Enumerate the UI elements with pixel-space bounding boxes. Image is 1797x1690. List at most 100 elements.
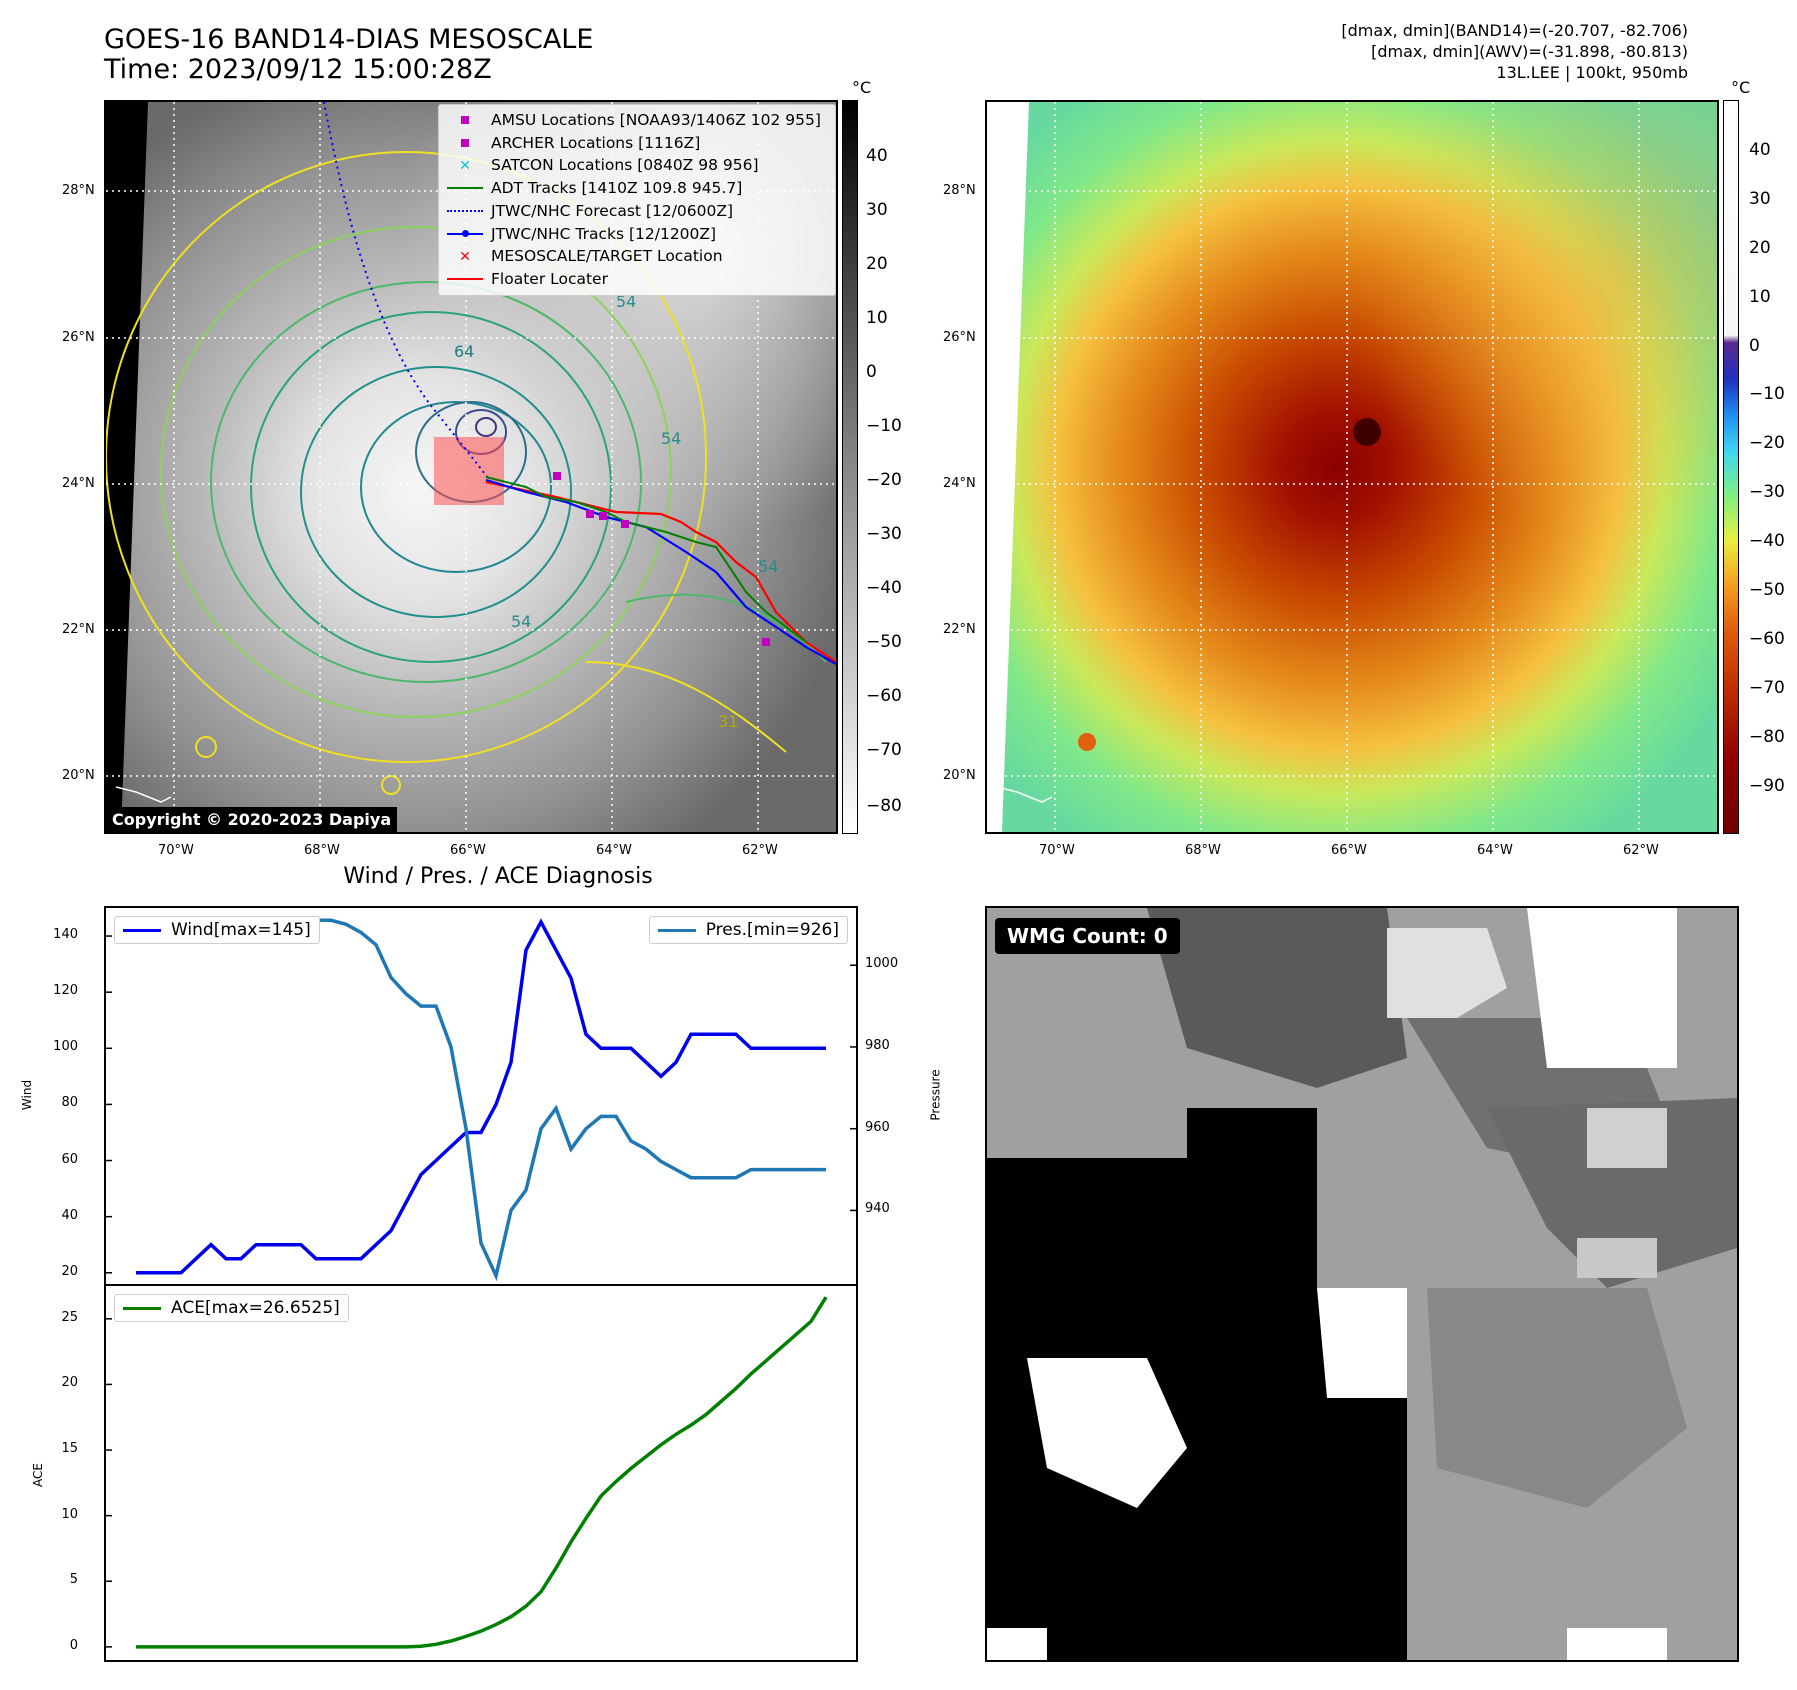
legend-amsu: AMSU Locations [NOAA93/1406Z 102 955] — [447, 109, 827, 132]
gray-tick: −40 — [866, 578, 902, 598]
adt-track — [485, 476, 807, 643]
ace-ytick: 0 — [69, 1637, 78, 1653]
lat-label: 28°N — [943, 183, 976, 198]
color-tick: −70 — [1749, 678, 1785, 698]
storm-info: 13L.LEE | 100kt, 950mb — [1496, 63, 1688, 82]
legend-nhc-tracks: JTWC/NHC Tracks [12/1200Z] — [447, 223, 827, 246]
legend-archer: ARCHER Locations [1116Z] — [447, 132, 827, 155]
band14-range: [dmax, dmin](BAND14)=(-20.707, -82.706) — [1341, 21, 1688, 40]
lon-label: 62°W — [1623, 843, 1659, 858]
pressure-axis-label: Pressure — [928, 1069, 943, 1121]
ace-series-line — [136, 1296, 828, 1649]
lon-label: 68°W — [1185, 843, 1221, 858]
color-colorbar — [1723, 100, 1739, 834]
diagnosis-title: Wind / Pres. / ACE Diagnosis — [343, 864, 653, 889]
ace-legend: ACE[max=26.6525] — [114, 1294, 349, 1322]
pressure-ytick: 960 — [865, 1119, 890, 1135]
color-tick: −80 — [1749, 727, 1785, 747]
figure-time: Time: 2023/09/12 15:00:28Z — [104, 54, 492, 85]
gray-tick: 20 — [866, 254, 888, 274]
wind-axis-label: Wind — [20, 1079, 35, 1111]
lat-label: 24°N — [943, 476, 976, 491]
lon-label: 62°W — [742, 843, 778, 858]
gray-tick: 0 — [866, 362, 877, 382]
color-tick: −20 — [1749, 433, 1785, 453]
legend-forecast: JTWC/NHC Forecast [12/0600Z] — [447, 200, 827, 223]
lon-label: 64°W — [1477, 843, 1513, 858]
wind-ytick: 100 — [53, 1039, 78, 1055]
ace-ytick: 5 — [69, 1572, 78, 1588]
lat-label: 20°N — [943, 768, 976, 783]
color-tick: 0 — [1749, 336, 1760, 356]
color-tick: −60 — [1749, 629, 1785, 649]
gray-tick: −70 — [866, 740, 902, 760]
legend-satcon: ✕ SATCON Locations [0840Z 98 956] — [459, 156, 759, 175]
pressure-ytick: 940 — [865, 1201, 890, 1217]
lat-label: 24°N — [62, 476, 95, 491]
gray-tick: −50 — [866, 632, 902, 652]
lat-label: 28°N — [62, 183, 95, 198]
lat-label: 22°N — [943, 622, 976, 637]
ace-plot: ACE[max=26.6525] — [104, 1284, 858, 1662]
color-tick: −40 — [1749, 531, 1785, 551]
amsu-markers — [553, 472, 770, 646]
map-legend: AMSU Locations [NOAA93/1406Z 102 955] AR… — [438, 104, 836, 296]
ace-ytick: 25 — [61, 1309, 78, 1325]
wind-ytick: 40 — [61, 1207, 78, 1223]
lon-label: 66°W — [1331, 843, 1367, 858]
wind-pressure-svg — [106, 918, 856, 1282]
wind-ytick: 120 — [53, 983, 78, 999]
ace-ytick: 15 — [61, 1441, 78, 1457]
legend-mesoscale: ✕ MESOSCALE/TARGET Location — [459, 247, 723, 266]
contour-label: 31 — [718, 712, 739, 731]
lon-label: 68°W — [304, 843, 340, 858]
gray-tick: −20 — [866, 470, 902, 490]
colorbar-unit: °C — [852, 78, 872, 97]
lon-label: 70°W — [158, 843, 194, 858]
grayscale-colorbar — [842, 100, 858, 834]
contour-label: 64 — [454, 342, 475, 361]
gray-tick: −60 — [866, 686, 902, 706]
color-ir-imagery — [987, 102, 1717, 832]
lon-label: 64°W — [596, 843, 632, 858]
color-tick: −50 — [1749, 580, 1785, 600]
wind-pressure-plot: Wind[max=145] Pres.[min=926] — [104, 906, 858, 1286]
gray-tick: 30 — [866, 200, 888, 220]
lat-label: 20°N — [62, 768, 95, 783]
color-tick: 40 — [1749, 140, 1771, 160]
legend-adt: ADT Tracks [1410Z 109.8 945.7] — [447, 177, 827, 200]
gray-tick: 40 — [866, 146, 888, 166]
pressure-legend: Pres.[min=926] — [648, 916, 848, 944]
mesoscale-box — [434, 437, 504, 505]
gray-tick: −80 — [866, 796, 902, 816]
color-tick: 30 — [1749, 189, 1771, 209]
contour-label: 54 — [758, 557, 779, 576]
pressure-ytick: 1000 — [865, 956, 899, 972]
ace-axis-label: ACE — [30, 1463, 45, 1487]
forecast-track — [323, 102, 492, 483]
lat-label: 22°N — [62, 622, 95, 637]
color-tick: −90 — [1749, 776, 1785, 796]
color-tick: 10 — [1749, 287, 1771, 307]
color-tick: −30 — [1749, 482, 1785, 502]
wind-ytick: 60 — [61, 1151, 78, 1167]
wmg-count-badge: WMG Count: 0 — [995, 918, 1180, 954]
wind-ytick: 140 — [53, 927, 78, 943]
lat-label: 26°N — [943, 330, 976, 345]
contour-label: 54 — [661, 429, 682, 448]
gray-tick: 10 — [866, 308, 888, 328]
color-tick: 20 — [1749, 238, 1771, 258]
lon-label: 66°W — [450, 843, 486, 858]
lon-label: 70°W — [1039, 843, 1075, 858]
ace-ytick: 10 — [61, 1506, 78, 1522]
legend-floater: Floater Locater — [447, 268, 827, 291]
ace-ytick: 20 — [61, 1375, 78, 1391]
gray-tick: −30 — [866, 524, 902, 544]
wind-ytick: 20 — [61, 1263, 78, 1279]
ace-svg — [106, 1296, 828, 1649]
colorbar-unit-right: °C — [1731, 78, 1751, 97]
color-enhanced-map — [985, 100, 1719, 834]
contour-label: 54 — [511, 612, 532, 631]
gray-tick: −10 — [866, 416, 902, 436]
awv-range: [dmax, dmin](AWV)=(-31.898, -80.813) — [1371, 42, 1688, 61]
